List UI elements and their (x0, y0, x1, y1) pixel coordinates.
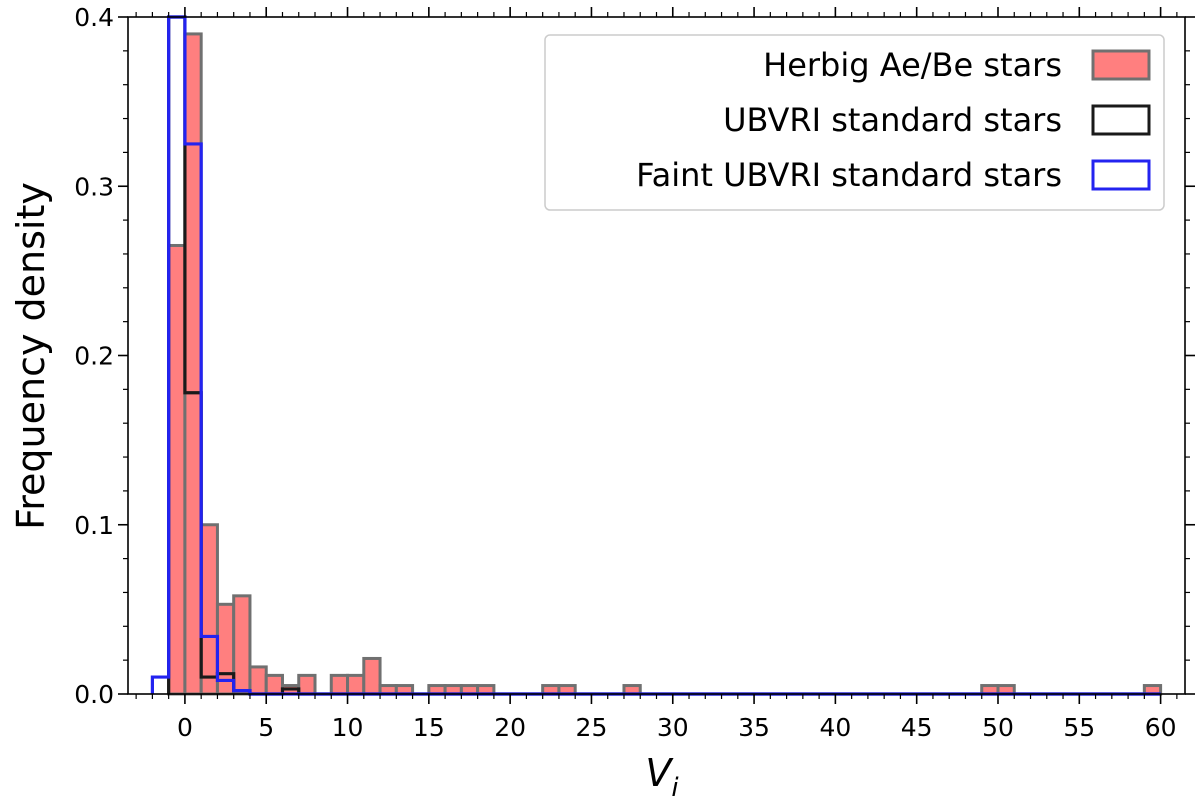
x-axis-title: Vi (645, 751, 679, 803)
legend-label-faint-ubvri: Faint UBVRI standard stars (636, 156, 1062, 194)
herbig-bar (167, 243, 187, 696)
x-axis-title-subscript: i (671, 773, 679, 803)
herbig-bar (248, 665, 268, 696)
legend-label-herbig: Herbig Ae/Be stars (763, 46, 1062, 84)
legend: Herbig Ae/Be stars UBVRI standard stars … (544, 34, 1165, 211)
x-tick-label: 15 (413, 713, 445, 742)
x-tick-label: 40 (819, 713, 851, 742)
herbig-bar (346, 673, 366, 696)
y-tick-label: 0.0 (74, 680, 114, 709)
herbig-bar (329, 673, 350, 696)
y-tick-label: 0.4 (74, 3, 114, 32)
faint-ubvri-step-line (150, 15, 1161, 696)
x-tick-label: 35 (738, 713, 770, 742)
herbig-bar (297, 673, 317, 696)
legend-frame (544, 34, 1165, 211)
herbig-bar (362, 656, 382, 696)
x-tick-label: 10 (332, 713, 364, 742)
axis-ticks: 0 5 10 15 20 25 30 35 40 45 50 55 60 0.0 0.1 0.2 0.3 0.4 (74, 3, 1195, 742)
x-tick-label: 25 (576, 713, 608, 742)
x-tick-label: 20 (494, 713, 526, 742)
x-axis-title-main: V (645, 751, 674, 795)
herbig-bar (232, 594, 252, 696)
herbig-bar (199, 523, 219, 696)
x-tick-label: 5 (258, 713, 274, 742)
legend-swatch-herbig (1091, 49, 1151, 81)
legend-label-ubvri: UBVRI standard stars (723, 101, 1062, 139)
legend-swatch-faint-ubvri (1091, 159, 1151, 191)
x-tick-label: 0 (177, 713, 193, 742)
x-tick-label: 55 (1063, 713, 1095, 742)
ubvri-step-line (167, 15, 1161, 696)
herbig-bar (183, 32, 203, 696)
x-tick-label: 30 (657, 713, 689, 742)
x-tick-label: 50 (982, 713, 1014, 742)
x-tick-label: 45 (901, 713, 933, 742)
plot-area (150, 15, 1163, 696)
y-tick-label: 0.2 (74, 342, 114, 371)
y-axis-title: Frequency density (9, 182, 53, 530)
herbig-bar (264, 673, 284, 696)
y-tick-label: 0.3 (74, 172, 114, 201)
legend-swatch-ubvri (1091, 104, 1151, 136)
y-tick-label: 0.1 (74, 511, 114, 540)
x-tick-label: 60 (1145, 713, 1177, 742)
plot-frame (127, 16, 1186, 695)
